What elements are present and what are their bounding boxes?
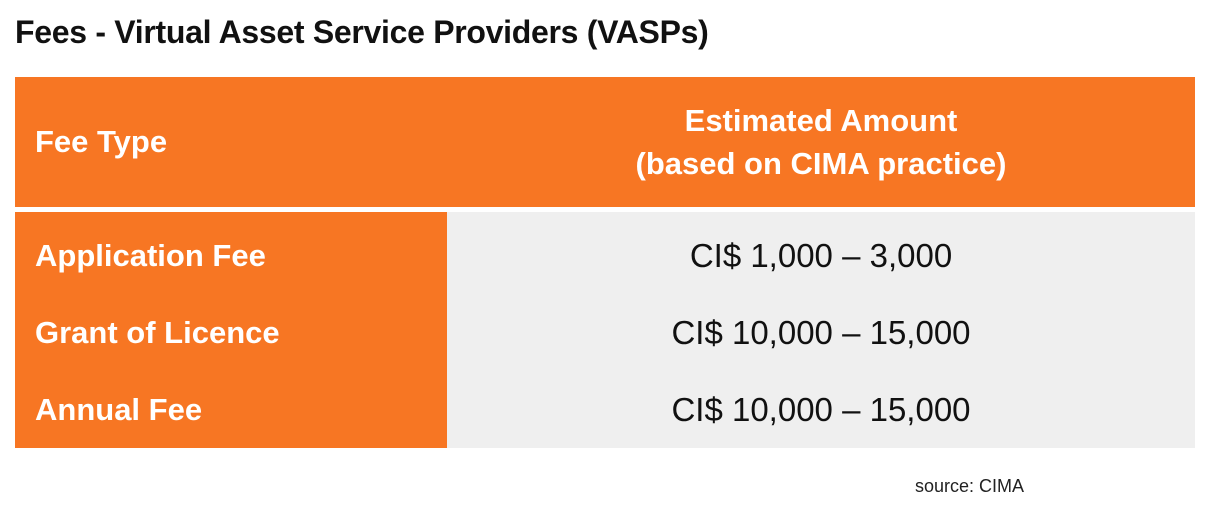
- amount-column: CI$ 1,000 – 3,000 CI$ 10,000 – 15,000 CI…: [447, 212, 1195, 448]
- fee-type-column: Application Fee Grant of Licence Annual …: [15, 212, 447, 448]
- amount-cell: CI$ 10,000 – 15,000: [671, 390, 971, 428]
- page-title: Fees - Virtual Asset Service Providers (…: [15, 14, 709, 50]
- table-body: Application Fee Grant of Licence Annual …: [15, 212, 1195, 448]
- header-amount-line2: (based on CIMA practice): [635, 146, 1007, 181]
- fees-table: Fee Type Estimated Amount (based on CIMA…: [15, 77, 1195, 448]
- fee-type-cell: Annual Fee: [35, 391, 203, 427]
- fee-type-cell: Application Fee: [35, 237, 266, 273]
- header-fee-type: Fee Type: [35, 124, 168, 159]
- amount-cell: CI$ 10,000 – 15,000: [671, 313, 971, 351]
- source-note: source: CIMA: [915, 476, 1025, 496]
- amount-cell: CI$ 1,000 – 3,000: [689, 236, 953, 274]
- fee-type-cell: Grant of Licence: [35, 314, 280, 350]
- header-amount-line1: Estimated Amount: [684, 103, 958, 138]
- table-header: Fee Type Estimated Amount (based on CIMA…: [15, 77, 1195, 207]
- header-estimated-amount: Estimated Amount (based on CIMA practice…: [447, 99, 1195, 185]
